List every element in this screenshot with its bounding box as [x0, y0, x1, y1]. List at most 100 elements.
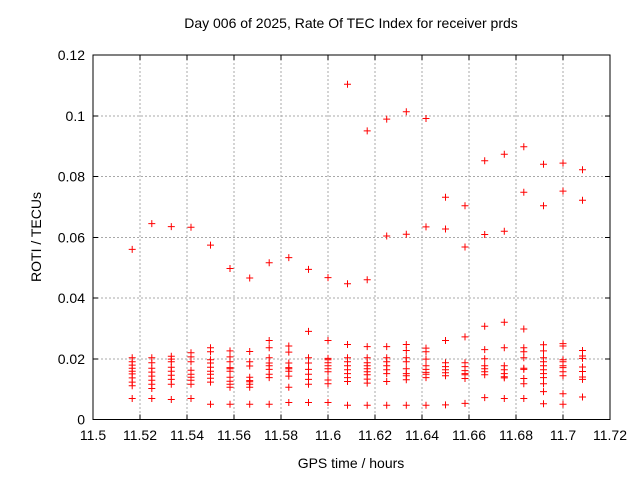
data-point-marker: [520, 395, 528, 402]
data-point-marker: [324, 380, 332, 388]
data-point-marker: [559, 390, 567, 398]
x-tick-label: 11.58: [264, 427, 298, 443]
data-point-marker: [559, 372, 567, 380]
data-point-marker: [383, 378, 391, 385]
data-point-marker: [324, 274, 332, 282]
data-point-marker: [481, 157, 489, 165]
data-point-marker: [344, 378, 351, 385]
y-tick-label: 0.06: [58, 229, 85, 245]
data-point-marker: [461, 243, 469, 251]
data-point-marker: [207, 241, 214, 249]
data-point-marker: [305, 359, 312, 367]
data-point-marker: [500, 374, 508, 382]
data-point-marker: [265, 337, 273, 344]
data-point-marker: [226, 367, 234, 375]
data-point-marker: [344, 280, 351, 288]
data-point-marker: [363, 127, 371, 135]
y-tick-label: 0.12: [58, 47, 85, 63]
data-point-marker: [402, 376, 410, 384]
data-point-marker: [305, 265, 312, 273]
data-point-marker: [148, 385, 156, 392]
data-point-marker: [520, 365, 528, 373]
data-point-marker: [383, 343, 391, 351]
data-point-marker: [559, 187, 567, 195]
data-point-marker: [383, 370, 391, 378]
data-point-marker: [540, 202, 547, 210]
data-point-marker: [226, 265, 234, 272]
data-point-marker: [520, 348, 528, 356]
data-point-marker: [207, 378, 214, 386]
data-point-marker: [520, 188, 528, 196]
x-tick-label: 11.72: [593, 427, 627, 443]
data-point-marker: [461, 333, 469, 341]
data-point-marker: [520, 380, 528, 388]
data-point-marker: [285, 348, 293, 356]
data-point-marker: [265, 400, 273, 408]
data-point-marker: [461, 375, 469, 382]
y-axis-label: ROTI / TECUs: [28, 192, 44, 282]
data-point-marker: [500, 227, 508, 235]
data-point-marker: [383, 232, 391, 240]
data-point-marker: [540, 347, 547, 355]
data-point-marker: [383, 401, 391, 409]
data-point-marker: [481, 371, 489, 379]
data-point-marker: [442, 193, 449, 201]
data-point-marker: [500, 318, 508, 326]
x-tick-label: 11.52: [123, 427, 157, 443]
data-point-marker: [579, 354, 586, 362]
data-point-marker: [285, 342, 293, 350]
data-point-marker: [148, 220, 156, 228]
data-point-marker: [285, 372, 293, 380]
data-point-marker: [246, 348, 254, 355]
data-point-marker: [442, 372, 449, 380]
data-point-marker: [481, 231, 489, 238]
data-point-marker: [167, 396, 175, 403]
data-point-marker: [402, 108, 410, 116]
data-point-marker: [285, 383, 293, 391]
data-point-marker: [559, 342, 567, 350]
data-point-marker: [285, 399, 293, 406]
data-point-marker: [422, 223, 430, 231]
x-tick-label: 11.54: [170, 427, 204, 443]
data-point-marker: [559, 400, 567, 408]
data-point-marker: [500, 150, 508, 158]
data-point-marker: [363, 343, 371, 351]
data-point-marker: [226, 347, 234, 355]
data-point-marker: [520, 354, 528, 362]
x-tick-label: 11.6: [315, 427, 341, 443]
data-point-marker: [226, 400, 234, 408]
data-point-marker: [540, 388, 547, 396]
data-point-marker: [265, 374, 273, 382]
data-point-marker: [500, 344, 508, 352]
data-point-marker: [461, 399, 469, 407]
data-point-marker: [402, 347, 410, 354]
data-point-marker: [422, 115, 430, 122]
data-point-marker: [246, 274, 254, 282]
data-point-marker: [187, 395, 195, 402]
data-point-marker: [579, 393, 586, 401]
x-tick-label: 11.68: [499, 427, 533, 443]
data-point-marker: [481, 394, 489, 402]
data-point-marker: [481, 346, 489, 354]
data-point-marker: [363, 401, 371, 409]
data-point-marker: [520, 143, 528, 151]
data-point-marker: [167, 380, 175, 388]
data-point-marker: [324, 337, 332, 344]
data-point-marker: [481, 355, 489, 363]
data-point-marker: [305, 399, 312, 406]
data-point-marker: [187, 358, 195, 366]
x-tick-label: 11.66: [452, 427, 486, 443]
data-point-marker: [246, 400, 254, 408]
data-point-marker: [540, 341, 547, 349]
x-tick-label: 11.64: [405, 427, 439, 443]
data-point-marker: [344, 341, 351, 348]
data-point-marker: [383, 115, 391, 123]
data-point-marker: [540, 160, 547, 168]
data-point-marker: [520, 325, 528, 333]
data-point-marker: [246, 362, 254, 370]
x-axis-label: GPS time / hours: [297, 455, 405, 471]
data-point-marker: [305, 327, 312, 335]
x-tick-label: 11.5: [80, 427, 106, 443]
